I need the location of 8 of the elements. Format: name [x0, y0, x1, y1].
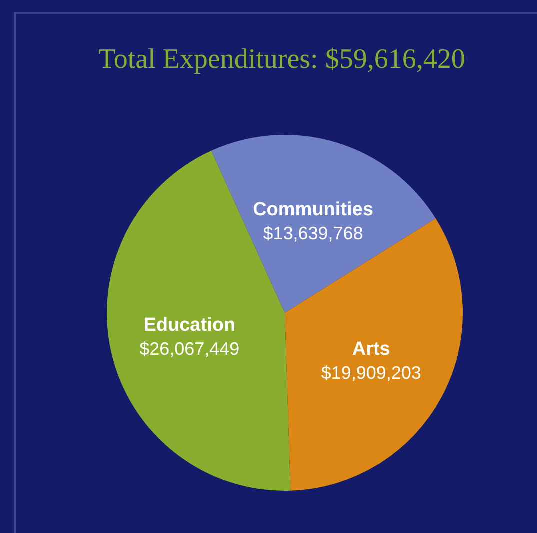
data-label: $13,639,768 [263, 223, 364, 244]
data-label: $19,909,203 [321, 363, 422, 384]
pie-slice [211, 135, 436, 313]
slice-label: Communities [253, 199, 374, 220]
data-label: $26,067,449 [140, 339, 240, 360]
slice-label: Arts [352, 339, 390, 360]
slice-label: Education [144, 315, 236, 336]
chart-title: Total Expenditures: $59,616,420 [98, 44, 466, 76]
